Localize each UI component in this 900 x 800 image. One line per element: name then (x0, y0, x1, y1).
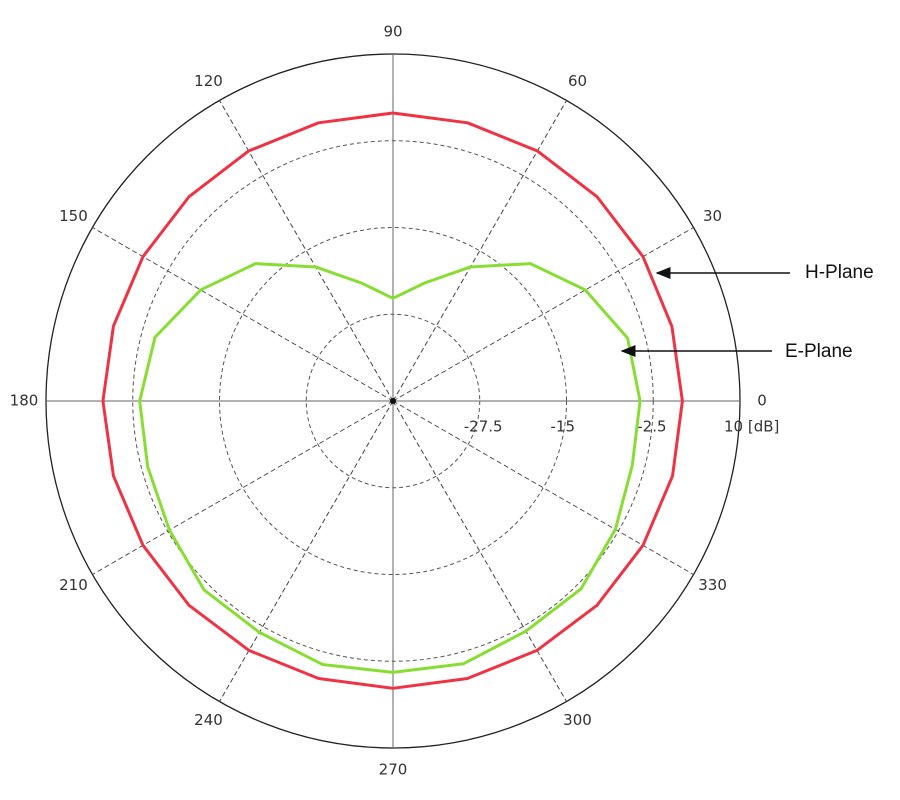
theta-tick-label: 240 (194, 711, 223, 729)
theta-tick-label: 60 (568, 72, 587, 90)
series-curve (138, 262, 642, 674)
spoke (92, 400, 394, 575)
annotation: H-Plane (805, 262, 874, 283)
curves (101, 111, 684, 690)
grid: -27.5 -15 -2.5 10 [dB] 0 30 60 90 120 150 180 210 24… (10, 23, 780, 779)
spoke (92, 227, 394, 402)
theta-tick-label: 120 (194, 72, 223, 90)
theta-tick-label: 0 (757, 392, 767, 410)
annotation: E-Plane (785, 341, 853, 362)
r-tick-label: 10 [dB] (724, 418, 779, 436)
series-curve (101, 111, 684, 690)
r-tick-label: -2.5 (637, 418, 666, 436)
theta-tick-label: 180 (10, 392, 39, 410)
spoke (392, 100, 567, 402)
theta-tick-label: 300 (563, 711, 592, 729)
r-tick-label: -27.5 (464, 418, 503, 436)
theta-tick-label: 90 (383, 23, 402, 41)
r-tick-label: -15 (551, 418, 576, 436)
spoke (219, 100, 394, 402)
theta-tick-label: 330 (698, 576, 727, 594)
theta-tick-label: 210 (59, 576, 88, 594)
center-dot (390, 398, 396, 404)
theta-tick-label: 150 (59, 207, 88, 225)
theta-tick-label: 30 (703, 207, 722, 225)
spoke (392, 227, 694, 402)
theta-tick-label: 270 (379, 761, 408, 779)
